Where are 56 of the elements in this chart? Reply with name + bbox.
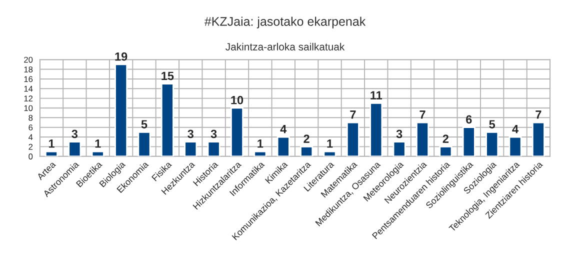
data-label: 3 <box>188 130 194 138</box>
bar <box>300 146 314 156</box>
bar <box>346 122 360 156</box>
y-tick-label: 18 <box>24 66 33 72</box>
data-label: 7 <box>350 110 356 119</box>
y-tick-label: 0 <box>28 154 33 160</box>
data-label: 3 <box>210 130 217 138</box>
data-label: 11 <box>370 91 382 100</box>
bar <box>184 141 198 156</box>
bar <box>370 102 383 156</box>
data-label: 3 <box>72 130 78 138</box>
bar <box>45 150 58 156</box>
data-label: 1 <box>258 140 264 148</box>
bar <box>138 131 151 156</box>
data-label: 15 <box>162 72 174 80</box>
bar <box>439 146 452 156</box>
bar <box>276 136 290 156</box>
y-tick-label: 12 <box>24 96 33 102</box>
data-label: 5 <box>489 120 496 128</box>
y-tick-label: 4 <box>28 134 33 140</box>
bar <box>508 136 522 156</box>
data-label: 1 <box>327 140 333 148</box>
y-tick-label: 2 <box>28 144 33 150</box>
y-tick-label: 16 <box>24 76 33 82</box>
data-label: 7 <box>420 110 426 119</box>
data-label: 6 <box>466 115 472 124</box>
data-label: 2 <box>304 134 310 143</box>
bar <box>416 122 430 156</box>
bar <box>486 131 499 156</box>
data-label: 19 <box>115 52 128 61</box>
bar <box>392 141 406 156</box>
bar <box>160 83 174 156</box>
y-tick-label: 20 <box>24 56 33 63</box>
chart-title: #KZJaia: jasotako ekarpenak <box>204 16 366 28</box>
bar <box>114 64 128 156</box>
bar <box>207 141 220 156</box>
data-label: 3 <box>396 130 402 138</box>
bar <box>462 126 476 156</box>
bar <box>68 141 82 156</box>
bar <box>91 150 104 156</box>
y-tick-label: 6 <box>28 124 33 130</box>
data-label: 2 <box>442 134 449 143</box>
chart-subtitle: Jakintza-arloka sailkatuak <box>226 42 345 50</box>
data-label: 1 <box>95 140 101 148</box>
data-label: 5 <box>141 120 148 128</box>
bar <box>254 150 267 156</box>
data-label: 1 <box>48 140 54 148</box>
y-tick-label: 8 <box>28 114 33 121</box>
data-label: 4 <box>512 125 518 134</box>
data-label: 4 <box>280 125 287 134</box>
y-tick-label: 14 <box>24 86 33 92</box>
data-label: 7 <box>536 110 542 119</box>
data-label: 10 <box>231 96 244 104</box>
bar <box>532 122 545 156</box>
y-tick-label: 10 <box>24 105 33 112</box>
bar <box>230 107 244 156</box>
